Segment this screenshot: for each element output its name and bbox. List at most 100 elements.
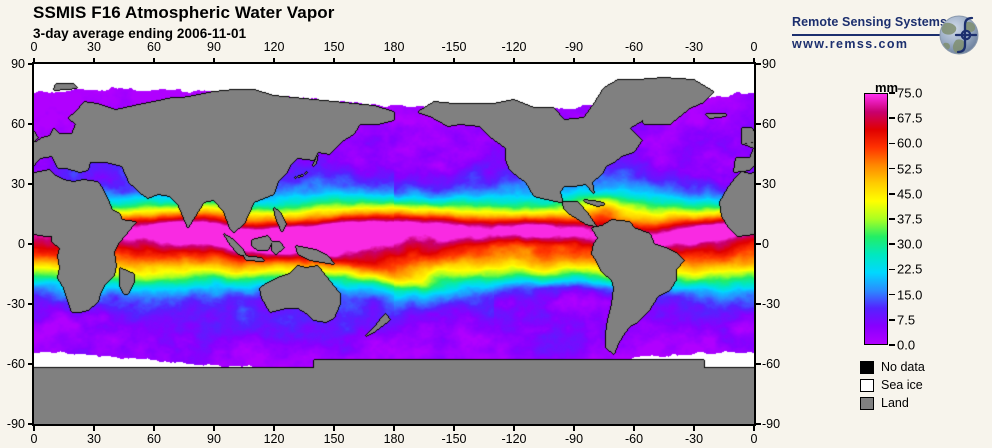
x-axis-label: 30: [87, 432, 101, 446]
y-tick-mark: [756, 63, 761, 65]
x-tick-mark: [153, 426, 155, 431]
legend-item: No data: [860, 358, 990, 376]
legend-label: Land: [881, 396, 909, 410]
x-axis-label: -150: [441, 432, 467, 446]
x-tick-mark: [213, 58, 215, 63]
colorbar-tick-label: 15.0: [897, 287, 923, 303]
x-tick-mark: [333, 426, 335, 431]
x-axis-label: 0: [30, 432, 38, 446]
y-tick-mark: [28, 243, 33, 245]
x-axis-label: 150: [323, 432, 345, 446]
x-tick-mark: [573, 426, 575, 431]
y-axis-label: 30: [762, 177, 776, 191]
colorbar-tick-label: 7.5: [897, 312, 916, 328]
page-title: SSMIS F16 Atmospheric Water Vapor: [33, 3, 335, 22]
x-axis-label: 0: [750, 432, 758, 446]
colorbar-tick-mark: [889, 344, 895, 346]
x-axis-label: 0: [30, 40, 38, 54]
logo-company-name: Remote Sensing Systems: [792, 15, 948, 29]
y-tick-mark: [28, 423, 33, 425]
colorbar-tick-label: 75.0: [897, 85, 923, 101]
x-tick-mark: [93, 58, 95, 63]
x-axis-label: -90: [564, 432, 584, 446]
x-tick-mark: [693, 426, 695, 431]
x-axis-label: -30: [684, 40, 704, 54]
y-tick-mark: [756, 303, 761, 305]
logo-url: www.remss.com: [792, 37, 909, 51]
x-axis-label: -120: [501, 40, 527, 54]
remss-logo: Remote Sensing Systems www.remss.com: [792, 10, 988, 58]
colorbar-tick-mark: [889, 117, 895, 119]
x-tick-mark: [33, 58, 35, 63]
colorbar-gradient: [865, 94, 887, 344]
x-tick-mark: [33, 426, 35, 431]
x-axis-label: -60: [624, 40, 644, 54]
y-axis-label: 30: [11, 177, 25, 191]
x-tick-mark: [453, 58, 455, 63]
y-axis-label: 0: [18, 237, 25, 251]
page-subtitle: 3-day average ending 2006-11-01: [33, 26, 247, 41]
colorbar-tick-label: 45.0: [897, 186, 923, 202]
globe-icon: [939, 15, 979, 55]
sea-ice-swatch: [860, 378, 874, 392]
x-axis-label: 90: [207, 432, 221, 446]
water-vapor-map[interactable]: [32, 62, 756, 426]
colorbar-tick-mark: [889, 142, 895, 145]
x-axis-label: 0: [750, 40, 758, 54]
x-tick-mark: [333, 58, 335, 63]
colorbar-tick-label: 0.0: [897, 337, 916, 353]
x-axis-label: 120: [263, 40, 285, 54]
legend-label: No data: [881, 360, 925, 374]
y-tick-mark: [756, 123, 761, 125]
x-tick-mark: [513, 426, 515, 431]
x-tick-mark: [453, 426, 455, 431]
colorbar-unit-label: mm: [875, 80, 899, 95]
y-tick-mark: [28, 363, 33, 365]
x-tick-mark: [633, 426, 635, 431]
x-axis-label: 180: [383, 40, 405, 54]
x-tick-mark: [273, 58, 275, 63]
logo-divider: [792, 34, 950, 36]
colorbar[interactable]: [864, 93, 888, 345]
x-axis-label: -150: [441, 40, 467, 54]
x-axis-label: 60: [147, 432, 161, 446]
y-axis-label: -60: [762, 357, 781, 371]
y-axis-label: 60: [762, 117, 776, 131]
colorbar-tick-mark: [889, 268, 895, 271]
x-tick-mark: [753, 426, 755, 431]
y-tick-mark: [28, 183, 33, 185]
colorbar-tick-mark: [889, 319, 895, 321]
x-axis-label: -90: [564, 40, 584, 54]
x-axis-label: 30: [87, 40, 101, 54]
y-axis-label: -30: [6, 297, 25, 311]
x-axis-label: -30: [684, 432, 704, 446]
map-legend: No data Sea ice Land: [860, 358, 990, 412]
legend-item: Land: [860, 394, 990, 412]
y-tick-mark: [756, 423, 761, 425]
x-axis-label: 180: [383, 432, 405, 446]
colorbar-tick-mark: [889, 243, 895, 245]
x-tick-mark: [153, 58, 155, 63]
y-tick-mark: [28, 123, 33, 125]
colorbar-tick-label: 60.0: [897, 135, 923, 151]
map-raster: [34, 64, 754, 424]
land-swatch: [860, 396, 874, 410]
x-axis-label: 150: [323, 40, 345, 54]
x-axis-label: -60: [624, 432, 644, 446]
colorbar-tick-label: 37.5: [897, 211, 923, 227]
colorbar-tick-mark: [889, 218, 895, 220]
colorbar-tick-label: 22.5: [897, 261, 923, 277]
legend-item: Sea ice: [860, 376, 990, 394]
y-axis-label: -30: [762, 297, 781, 311]
x-tick-mark: [693, 58, 695, 63]
y-tick-mark: [28, 63, 33, 65]
y-axis-label: 90: [762, 57, 776, 71]
y-axis-label: -90: [6, 417, 25, 431]
no-data-swatch: [860, 360, 874, 374]
x-tick-mark: [93, 426, 95, 431]
x-tick-mark: [273, 426, 275, 431]
y-tick-mark: [756, 363, 761, 365]
y-tick-mark: [756, 183, 761, 185]
x-axis-label: -120: [501, 432, 527, 446]
